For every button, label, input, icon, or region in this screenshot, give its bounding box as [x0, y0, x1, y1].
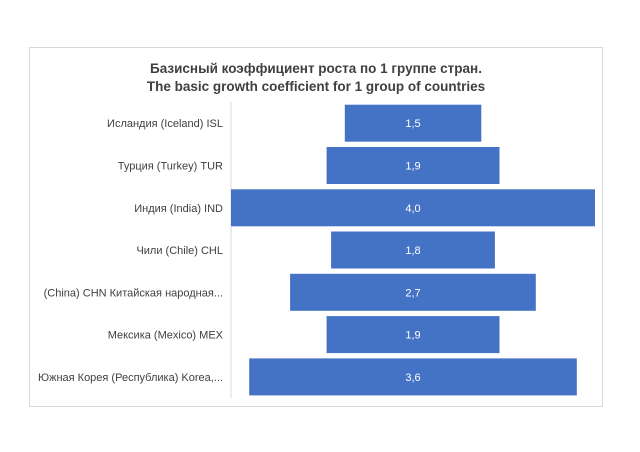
chart-frame: [29, 47, 603, 407]
data-label: 3,6: [405, 372, 420, 384]
chart-title: Базисный коэффициент роста по 1 группе с…: [29, 60, 603, 96]
data-label: 1,9: [405, 330, 420, 342]
bar: [344, 104, 482, 142]
bar: [249, 358, 577, 396]
chart-title-line-ru: Базисный коэффициент роста по 1 группе с…: [150, 61, 482, 76]
category-label: (China) CHN Китайская народная...: [44, 287, 223, 299]
data-label: 1,5: [405, 118, 420, 130]
bar: [290, 273, 536, 311]
category-label: Индия (India) IND: [134, 203, 223, 215]
bar: [231, 189, 595, 227]
data-label: 4,0: [405, 203, 420, 215]
category-label: Турция (Turkey) TUR: [118, 161, 223, 173]
bar: [326, 316, 500, 354]
category-label: Мексика (Mexico) MEX: [108, 330, 224, 342]
data-label: 2,7: [405, 287, 420, 299]
category-label: Южная Корея (Республика) Korea,...: [38, 372, 223, 384]
category-label: Исландия (Iceland) ISL: [107, 118, 223, 130]
chart-title-line-en: The basic growth coefficient for 1 group…: [146, 79, 486, 94]
category-label: Чили (Chile) CHL: [136, 245, 223, 257]
data-label: 1,8: [405, 245, 420, 257]
bar: [331, 231, 495, 269]
data-label: 1,9: [405, 161, 420, 173]
bar: [326, 147, 500, 184]
